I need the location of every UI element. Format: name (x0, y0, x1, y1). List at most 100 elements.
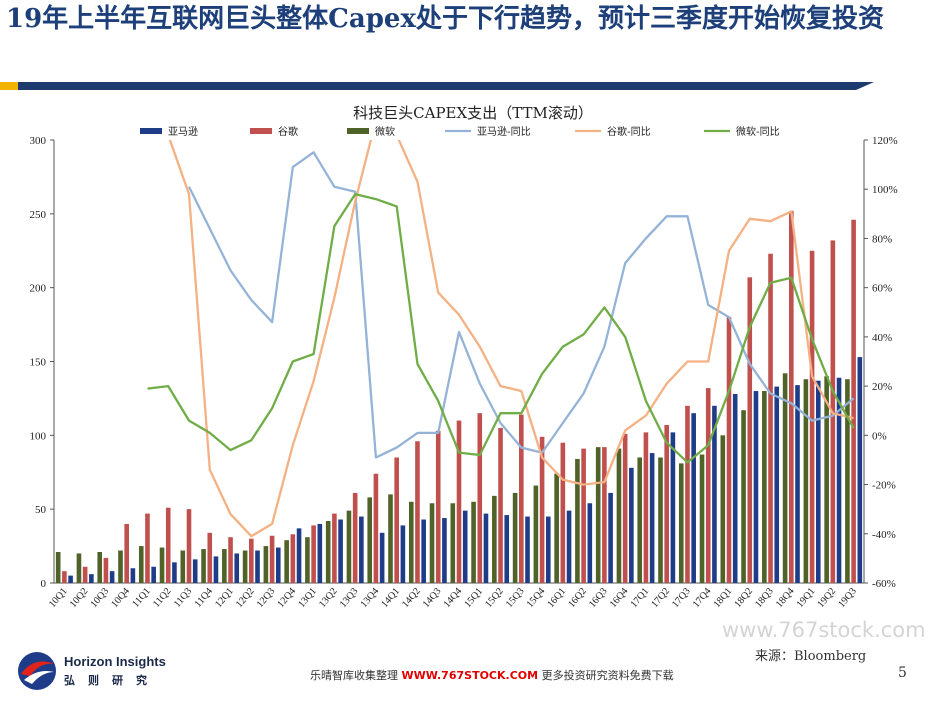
bar-microsoft (741, 410, 746, 583)
y2-tick-label: -40% (872, 529, 896, 541)
bar-google (394, 457, 399, 583)
bar-google (103, 557, 109, 583)
y2-tick-label: 0% (872, 430, 887, 442)
footer-left-text: 乐晴智库收集整理 (310, 669, 402, 682)
x-tick-label: 13Q1 (296, 586, 319, 610)
legend-amazon-swatch (140, 128, 162, 134)
bar-microsoft (762, 391, 767, 583)
bar-microsoft (201, 549, 206, 583)
bar-google (332, 513, 337, 583)
bar-google (186, 509, 192, 583)
bar-amazon (400, 525, 406, 583)
bar-microsoft (803, 379, 809, 583)
x-tick-label: 15Q1 (462, 586, 485, 610)
bar-google (352, 492, 358, 583)
y2-tick-label: -20% (872, 480, 896, 492)
bar-microsoft (533, 485, 539, 583)
y-tick-label: 100 (30, 430, 47, 442)
bar-microsoft (55, 551, 61, 583)
capex-chart: 科技巨头CAPEX支出（TTM滚动） 0 50 100 150 200 250 300 -60%… (30, 104, 898, 610)
x-tick-label: 18Q1 (712, 586, 735, 610)
bar-amazon (275, 547, 281, 583)
bar-google (664, 424, 669, 583)
bar-amazon (379, 532, 385, 583)
bar-amazon (109, 571, 115, 583)
bar-amazon (89, 574, 94, 583)
x-tick-label: 15Q3 (504, 586, 527, 610)
bar-amazon (421, 519, 426, 583)
header-accent (0, 82, 18, 90)
bar-amazon (732, 393, 738, 583)
brand-logo: Horizon Insights 弘则研究 (16, 650, 181, 692)
bar-amazon (192, 559, 198, 583)
bar-amazon (296, 528, 302, 583)
bar-google (519, 414, 524, 583)
x-tick-label: 19Q1 (795, 586, 818, 610)
y2-tick-label: 60% (872, 283, 892, 295)
x-tick-label: 18Q3 (753, 586, 776, 610)
y-tick-label: 250 (30, 209, 47, 221)
bar-google (249, 538, 254, 583)
bar-google (622, 433, 628, 583)
legend-google-yoy-label: 谷歌-同比 (607, 125, 651, 138)
bar-amazon (68, 575, 73, 583)
x-tick-label: 16Q2 (566, 586, 589, 610)
bar-microsoft (699, 454, 705, 583)
bar-microsoft (180, 550, 186, 583)
bar-google (685, 405, 690, 583)
bar-google (477, 413, 483, 583)
bar-google (560, 442, 566, 583)
brand-name-cn: 弘则研究 (64, 674, 160, 687)
chart-source: 来源：Bloomberg (755, 649, 867, 664)
x-tick-label: 14Q2 (400, 586, 423, 610)
bar-amazon (857, 357, 863, 583)
bar-microsoft (305, 537, 310, 583)
x-tick-label: 11Q1 (130, 586, 152, 610)
bar-amazon (213, 556, 219, 583)
bar-amazon (317, 523, 323, 583)
bar-amazon (608, 492, 613, 583)
bar-amazon (338, 519, 343, 583)
x-tick-label: 10Q1 (47, 586, 70, 610)
bar-amazon (712, 405, 717, 583)
x-tick-label: 10Q3 (89, 586, 112, 610)
bar-microsoft (575, 458, 580, 583)
bar-amazon (670, 432, 676, 583)
watermark: www.767stock.com (722, 618, 926, 642)
bar-google (82, 566, 88, 583)
bar-google (539, 436, 545, 583)
y-tick-label: 50 (35, 504, 47, 516)
y2-tick-label: 80% (872, 233, 892, 245)
x-tick-label: 18Q4 (774, 586, 797, 610)
bar-amazon (566, 510, 572, 583)
x-tick-label: 19Q2 (815, 586, 838, 610)
bar-microsoft (658, 457, 663, 583)
x-tick-label: 16Q1 (545, 586, 568, 610)
bar-microsoft (492, 495, 497, 583)
bar-microsoft (720, 435, 726, 583)
bar-microsoft (325, 520, 331, 583)
bar-microsoft (346, 510, 352, 583)
x-tick-label: 15Q4 (525, 586, 548, 610)
y2-tick-label: 120% (872, 135, 898, 147)
bar-amazon (442, 518, 447, 583)
bar-microsoft (616, 448, 622, 583)
bar-microsoft (388, 494, 393, 583)
bar-google (768, 253, 773, 583)
bar-microsoft (367, 497, 373, 583)
legend-microsoft-label: 微软 (375, 125, 395, 138)
bar-amazon (815, 380, 821, 583)
x-tick-label: 12Q1 (213, 586, 236, 610)
x-tick-label: 13Q3 (338, 586, 361, 610)
horizon-logo-icon (18, 652, 56, 690)
legend-google-label: 谷歌 (278, 125, 298, 138)
footer-site-link[interactable]: WWW.767STOCK.COM (401, 669, 539, 682)
y-tick-label: 0 (41, 578, 47, 590)
bar-google (809, 250, 815, 583)
y-tick-label: 300 (30, 135, 47, 147)
bar-amazon (753, 391, 759, 583)
x-tick-label: 12Q3 (255, 586, 278, 610)
bar-google (705, 388, 711, 583)
x-tick-label: 16Q4 (608, 586, 631, 610)
x-tick-label: 10Q4 (109, 586, 132, 610)
